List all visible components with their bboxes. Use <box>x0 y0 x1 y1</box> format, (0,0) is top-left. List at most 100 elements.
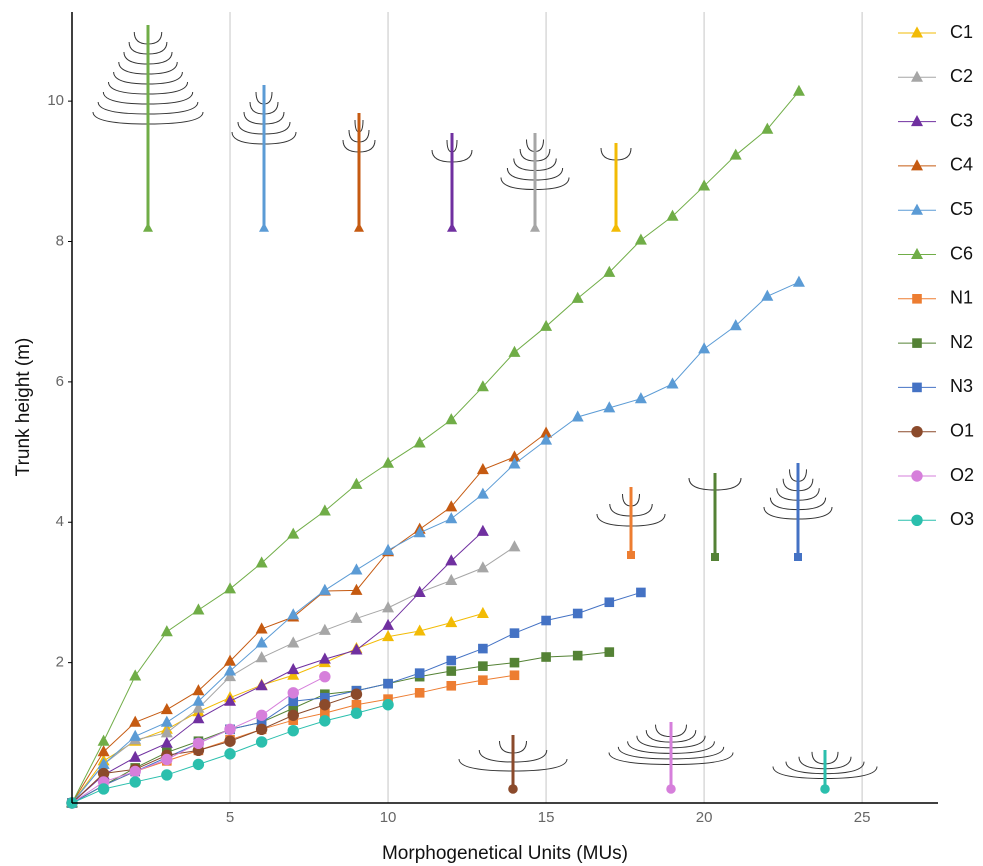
x-tick-label: 10 <box>380 809 397 826</box>
point <box>445 573 458 586</box>
point <box>383 678 393 689</box>
legend-marker <box>912 382 922 393</box>
legend-label: C5 <box>950 199 973 219</box>
x-tick-label: 25 <box>854 809 871 826</box>
point <box>160 726 173 738</box>
point <box>255 723 268 736</box>
series-line <box>71 90 800 804</box>
point <box>287 687 299 699</box>
point <box>508 540 521 552</box>
icon-marker <box>530 222 540 232</box>
legend-label: C3 <box>950 110 973 130</box>
point <box>192 684 205 696</box>
point <box>382 618 395 630</box>
icon-marker <box>820 784 830 794</box>
point <box>192 758 205 771</box>
x-tick-label: 20 <box>696 809 713 826</box>
point <box>478 661 488 671</box>
point <box>446 680 457 691</box>
point <box>478 675 488 685</box>
point <box>318 504 331 516</box>
point <box>287 636 300 648</box>
point <box>476 524 489 536</box>
point <box>509 657 520 668</box>
point <box>508 457 521 469</box>
point <box>350 563 363 575</box>
point <box>255 709 268 721</box>
point <box>698 342 711 354</box>
point <box>288 703 299 714</box>
legend-marker <box>911 26 923 38</box>
x-tick-label: 5 <box>226 809 234 826</box>
point <box>604 647 615 657</box>
point <box>446 655 457 666</box>
icon-marker <box>143 222 153 232</box>
point <box>319 715 331 727</box>
point <box>508 345 521 357</box>
point <box>666 209 679 221</box>
y-tick-label: 10 <box>47 92 64 109</box>
point <box>413 624 426 636</box>
point <box>129 765 141 778</box>
icon-marker <box>508 784 518 794</box>
legend-label: C2 <box>950 66 973 86</box>
point <box>287 608 300 620</box>
point <box>413 526 426 538</box>
point <box>540 426 553 438</box>
point <box>414 668 425 678</box>
legend-marker <box>911 115 923 127</box>
point <box>192 712 205 724</box>
point <box>255 622 268 634</box>
point <box>572 608 583 619</box>
plot-area <box>66 84 805 809</box>
legend-marker <box>912 338 922 348</box>
legend-marker <box>911 247 923 259</box>
point <box>224 654 237 666</box>
point <box>729 319 742 331</box>
point <box>255 679 268 691</box>
series-line <box>71 651 610 804</box>
point <box>287 663 300 675</box>
point <box>320 692 330 703</box>
series-line <box>71 613 484 804</box>
icon-marker <box>259 222 269 232</box>
point <box>382 699 394 711</box>
icon-marker <box>354 222 364 232</box>
grid: 5 10 15 20 25 2 4 6 8 10 <box>47 12 870 826</box>
point <box>792 275 805 287</box>
point <box>476 463 489 475</box>
point <box>129 776 141 788</box>
legend-label: O1 <box>950 420 974 440</box>
point <box>192 701 205 713</box>
point <box>382 456 395 468</box>
point <box>445 500 458 512</box>
point <box>446 666 457 676</box>
point <box>634 233 647 245</box>
point <box>255 636 268 648</box>
point <box>729 148 742 160</box>
point <box>445 512 458 524</box>
point <box>129 669 142 681</box>
point <box>476 380 489 392</box>
point <box>129 715 142 727</box>
series-line <box>71 693 357 804</box>
point <box>224 664 237 676</box>
point <box>129 729 142 741</box>
icon-marker <box>611 222 621 232</box>
point <box>476 487 489 499</box>
point <box>287 668 300 680</box>
point <box>508 450 521 462</box>
point <box>350 477 363 489</box>
point <box>792 84 805 96</box>
point <box>224 694 237 706</box>
series-line <box>71 432 547 804</box>
point <box>382 543 395 555</box>
point <box>318 623 331 635</box>
point <box>287 725 299 737</box>
point <box>319 699 331 711</box>
icon-marker <box>447 222 457 232</box>
point <box>761 289 774 301</box>
point <box>320 708 330 718</box>
point <box>572 650 583 661</box>
